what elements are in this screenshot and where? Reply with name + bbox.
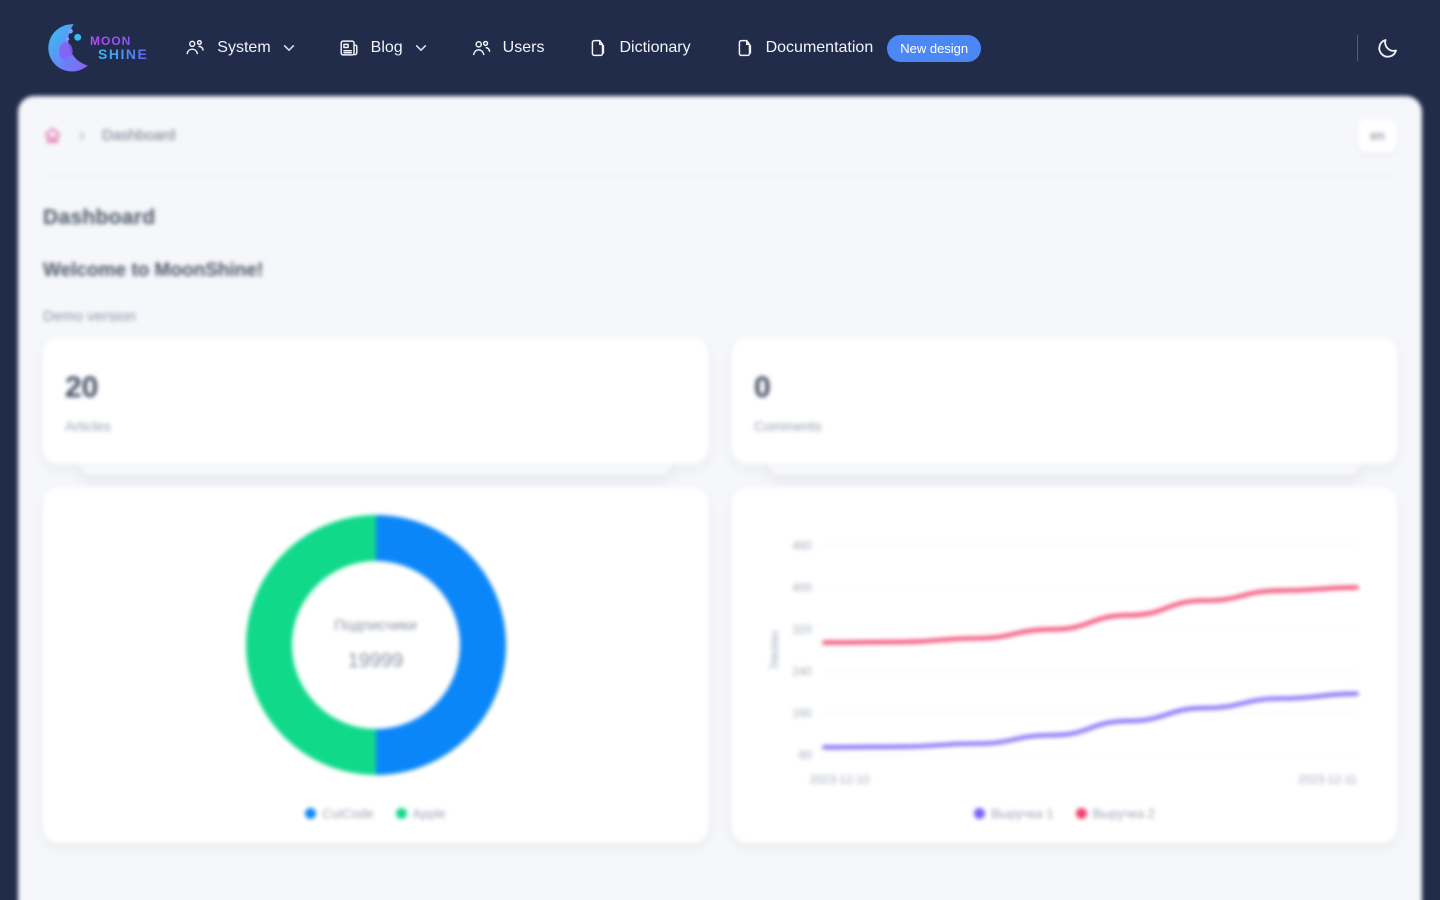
nav-item-users[interactable]: Users (470, 37, 545, 59)
stat-value: 20 (65, 371, 99, 404)
nav-divider (1357, 35, 1358, 61)
nav-item-label: Dictionary (619, 39, 691, 56)
stat-value: 0 (754, 371, 771, 404)
svg-text:160: 160 (792, 707, 812, 720)
page-title: Dashboard (43, 206, 156, 229)
legend-dot (305, 808, 317, 819)
donut-center-label: Подписчики (334, 617, 417, 634)
svg-text:480: 480 (792, 540, 812, 553)
svg-text:240: 240 (792, 665, 812, 678)
content-card: Dashboard en Dashboard Welcome to MoonSh… (18, 96, 1422, 900)
top-navbar: MOON SHINE System Blog (0, 0, 1440, 96)
legend-dot (395, 808, 407, 819)
donut-chart-card: Подписчики 19999 CutCode Apple (43, 487, 708, 843)
svg-text:2023-12-11: 2023-12-11 (1297, 774, 1356, 787)
legend-item-revenue1[interactable]: Выручка 1 (974, 806, 1054, 821)
nav-item-system[interactable]: System (184, 37, 295, 59)
breadcrumb: Dashboard (43, 126, 1358, 145)
charts-row: Подписчики 19999 CutCode Apple 480 400 320… (43, 487, 1397, 843)
chevron-right-icon (76, 130, 88, 142)
welcome-heading: Welcome to MoonShine! (43, 260, 264, 281)
donut-center: Подписчики 19999 (291, 561, 460, 729)
nav-item-dictionary[interactable]: Dictionary (586, 37, 691, 59)
brand-text: MOON SHINE (90, 35, 148, 61)
brand-line2: SHINE (98, 46, 149, 62)
stat-label: Articles (65, 418, 111, 434)
chevron-down-icon (415, 45, 426, 52)
nav-item-blog[interactable]: Blog (338, 37, 428, 59)
stat-label: Comments (754, 418, 822, 434)
users-icon (472, 40, 491, 56)
legend-label: Выручка 2 (1092, 806, 1155, 821)
legend-item-apple[interactable]: Apple (395, 806, 446, 821)
svg-text:320: 320 (792, 623, 812, 636)
donut-chart: Подписчики 19999 (245, 515, 506, 775)
locale-button[interactable]: en (1358, 118, 1397, 153)
breadcrumb-current: Dashboard (102, 127, 176, 144)
nav-item-label: Documentation (765, 39, 874, 56)
legend-label: Выручка 1 (991, 806, 1054, 821)
stats-row: 20 Articles 0 Comments (43, 337, 1397, 475)
svg-text:80: 80 (798, 749, 812, 762)
newspaper-icon (340, 40, 358, 56)
stat-card-articles: 20 Articles (43, 337, 708, 475)
svg-text:2023-12-10: 2023-12-10 (809, 774, 869, 787)
legend-item-cutcode[interactable]: CutCode (305, 806, 374, 821)
svg-text:400: 400 (792, 582, 812, 595)
svg-text:Заказы: Заказы (768, 631, 781, 670)
documents-icon (592, 39, 605, 57)
nav-item-label: Blog (370, 39, 403, 56)
legend-label: CutCode (322, 806, 374, 821)
document-icon (738, 39, 751, 57)
legend-dot (974, 808, 986, 819)
moon-icon (1378, 39, 1397, 58)
line-chart-card: 480 400 320 240 160 80 Заказы 2023-12-10 2023-12… (732, 487, 1397, 843)
nav-item-label: System (217, 39, 271, 56)
nav-item-label: Users (502, 39, 545, 56)
home-icon[interactable] (43, 126, 62, 145)
users-group-icon (186, 39, 205, 55)
stat-card-comments: 0 Comments (732, 337, 1397, 475)
line-chart-svg: 480 400 320 240 160 80 Заказы 2023-12-10 2023-12… (768, 540, 1359, 787)
demo-version-label: Demo version (43, 308, 136, 325)
nav-right (1357, 35, 1400, 61)
moonshine-logo[interactable]: MOON SHINE (40, 21, 148, 75)
moon-logo-icon (48, 24, 88, 72)
legend-item-revenue2[interactable]: Выручка 2 (1075, 806, 1155, 821)
donut-legend: CutCode Apple (305, 806, 446, 821)
chevron-down-icon (283, 45, 294, 52)
nav-items: System Blog Users Dictionary (184, 34, 1357, 62)
legend-label: Apple (412, 806, 446, 821)
breadcrumb-row: Dashboard en (43, 96, 1397, 176)
nav-item-documentation[interactable]: Documentation (733, 37, 874, 59)
line-legend: Выручка 1 Выручка 2 (974, 806, 1155, 821)
legend-dot (1075, 808, 1087, 819)
brand-line1: MOON (90, 35, 148, 47)
dark-mode-toggle[interactable] (1376, 36, 1400, 60)
donut-center-value: 19999 (347, 650, 404, 672)
new-design-badge[interactable]: New design (887, 34, 982, 62)
